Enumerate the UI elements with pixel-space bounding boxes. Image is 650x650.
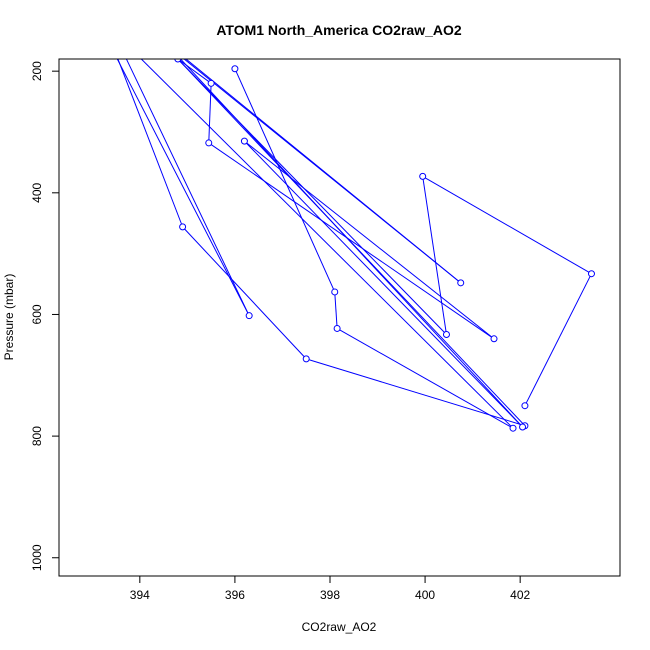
series-line-segment [182,226,307,360]
data-point [521,402,529,410]
y-axis: 200 400 600 800 1000 [30,61,59,571]
series-line-segment [179,59,523,428]
data-point [333,324,341,332]
data-point [179,223,187,231]
series-line-segment [177,59,447,335]
series-line-segment [116,59,250,316]
series-line-segment [422,175,592,275]
series-line-segment [244,140,495,340]
series-line-segment [183,59,462,284]
x-tick-label: 402 [510,588,530,602]
series-line-segment [524,273,592,406]
series-line-segment [334,291,338,329]
data-point [442,331,450,339]
data-point [207,79,215,87]
series-line-segment [422,176,447,335]
plot-frame [58,58,621,577]
series-line-segment [336,328,514,429]
data-point [457,279,465,287]
data-point [302,355,310,363]
y-tick-label: 800 [30,426,44,446]
data-point [419,172,427,180]
y-tick-label: 200 [30,61,44,81]
y-axis-label: Pressure (mbar) [2,274,16,361]
data-point [587,270,595,278]
data-point [151,32,157,38]
plot-content [89,7,595,432]
series-line-segment [244,140,523,428]
series-line-segment [177,59,212,84]
data-point [161,38,167,44]
data-point [89,7,95,13]
x-tick-label: 398 [320,588,340,602]
series-line-segment [306,358,526,427]
x-axis: 394 396 398 400 402 [130,576,530,602]
data-point [331,288,339,296]
x-tick-label: 396 [225,588,245,602]
data-point [490,335,498,343]
data-point [245,312,253,320]
y-tick-label: 600 [30,304,44,324]
series-line-segment [125,59,250,316]
series-line-segment [140,59,514,429]
data-point [509,424,517,432]
x-tick-label: 394 [130,588,150,602]
data-point [174,59,182,63]
y-tick-label: 1000 [30,544,44,571]
x-tick-label: 400 [415,588,435,602]
series-line-segment [117,59,184,228]
data-point [240,137,248,145]
data-point [519,423,527,431]
data-point [231,65,239,73]
series-line-segment [234,68,336,293]
y-tick-label: 400 [30,182,44,202]
data-point [205,139,213,147]
series-line-segment [208,142,495,340]
chart-title: ATOM1 North_America CO2raw_AO2 [216,22,462,38]
x-axis-label: CO2raw_AO2 [302,620,377,634]
